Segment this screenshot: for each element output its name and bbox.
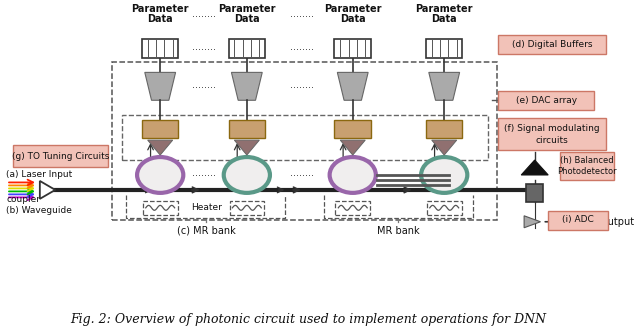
Text: ........: ........ (191, 168, 216, 178)
FancyBboxPatch shape (13, 145, 108, 167)
Text: ........: ........ (290, 80, 314, 90)
Text: (e) DAC array: (e) DAC array (516, 96, 577, 105)
Bar (228, 120, 265, 138)
Text: (c) MR bank: (c) MR bank (177, 226, 235, 236)
Bar (334, 39, 371, 58)
Text: (a) Laser Input: (a) Laser Input (6, 170, 72, 180)
Text: (b) Waveguide: (b) Waveguide (6, 206, 72, 215)
Text: Data: Data (431, 14, 457, 24)
Text: (i) ADC: (i) ADC (562, 215, 594, 224)
Polygon shape (521, 160, 548, 175)
Text: Parameter: Parameter (324, 4, 382, 14)
Bar (228, 39, 265, 58)
Text: Data: Data (340, 14, 366, 24)
FancyBboxPatch shape (498, 35, 606, 54)
Bar (426, 39, 463, 58)
Text: coupler: coupler (6, 195, 40, 205)
Polygon shape (234, 140, 260, 155)
Text: (g) TO Tuning Circuits: (g) TO Tuning Circuits (12, 151, 110, 161)
Polygon shape (145, 72, 175, 100)
Polygon shape (432, 140, 457, 155)
Text: ........: ........ (290, 168, 314, 178)
Text: ........: ........ (191, 9, 216, 19)
Bar (142, 39, 179, 58)
Text: Data: Data (147, 14, 173, 24)
Polygon shape (338, 72, 368, 100)
Ellipse shape (421, 157, 467, 193)
Text: MR bank: MR bank (377, 226, 420, 236)
Text: (h) Balanced
Photodetector: (h) Balanced Photodetector (557, 156, 616, 176)
Bar (526, 184, 544, 202)
Bar (426, 120, 463, 138)
Text: (f) Signal modulating
circuits: (f) Signal modulating circuits (504, 124, 600, 144)
Polygon shape (429, 72, 459, 100)
Text: ........: ........ (290, 42, 314, 52)
Bar (334, 120, 371, 138)
Ellipse shape (330, 157, 376, 193)
Text: Fig. 2: Overview of photonic circuit used to implement operations for DNN: Fig. 2: Overview of photonic circuit use… (70, 313, 547, 326)
Text: (d) Digital Buffers: (d) Digital Buffers (512, 40, 592, 49)
Text: ........: ........ (191, 42, 216, 52)
Bar (230, 201, 264, 215)
Text: Parameter: Parameter (131, 4, 189, 14)
Text: Parameter: Parameter (218, 4, 276, 14)
Polygon shape (524, 216, 540, 228)
FancyBboxPatch shape (498, 91, 595, 110)
Text: Heater: Heater (191, 203, 222, 212)
Polygon shape (147, 140, 173, 155)
Text: Parameter: Parameter (415, 4, 473, 14)
Polygon shape (340, 140, 366, 155)
Ellipse shape (137, 157, 183, 193)
Polygon shape (40, 181, 56, 199)
FancyBboxPatch shape (560, 152, 614, 180)
Text: ........: ........ (191, 80, 216, 90)
Bar (122, 115, 487, 160)
Text: ........: ........ (290, 9, 314, 19)
Bar (427, 201, 461, 215)
FancyBboxPatch shape (498, 118, 606, 150)
Ellipse shape (224, 157, 270, 193)
Polygon shape (232, 72, 262, 100)
Bar (336, 201, 370, 215)
Bar (142, 120, 179, 138)
Bar (143, 201, 177, 215)
Text: Output: Output (600, 217, 634, 227)
FancyBboxPatch shape (548, 211, 608, 230)
Text: Data: Data (234, 14, 260, 24)
Bar (112, 62, 497, 220)
